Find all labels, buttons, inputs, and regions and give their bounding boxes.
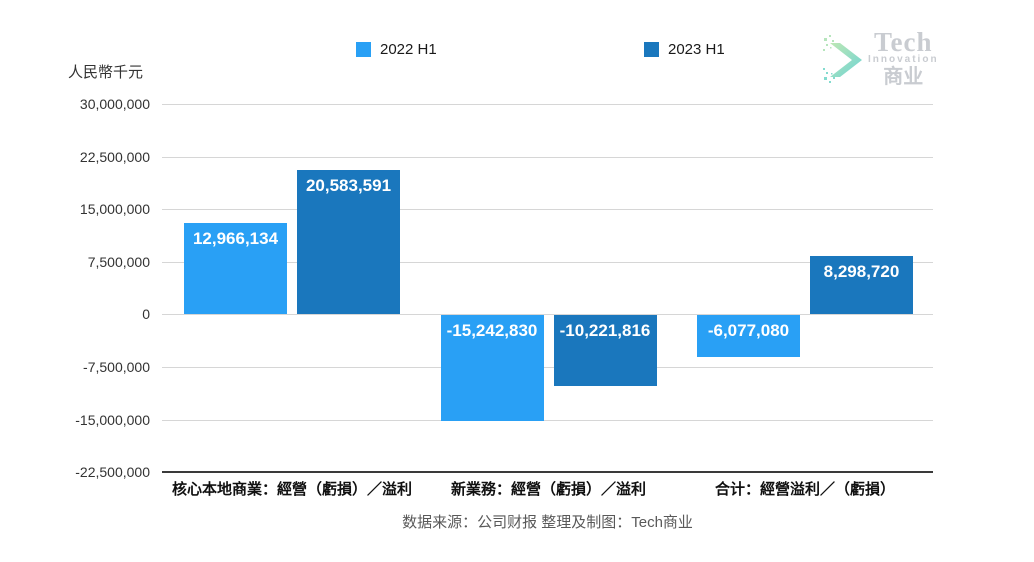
y-tick-label: -15,000,000 <box>75 411 150 428</box>
bar-value-label: -15,242,830 <box>446 321 538 341</box>
y-axis-title: 人民幣千元 <box>68 64 144 81</box>
bar-value-label: 12,966,134 <box>192 229 279 249</box>
brand-cn: 商业 <box>883 66 924 88</box>
gridline <box>162 156 933 158</box>
legend-item-2023h1: 2023 H1 <box>644 41 725 58</box>
x-axis-line <box>162 471 933 474</box>
legend-label-2022h1: 2022 H1 <box>380 41 437 58</box>
x-category-label: 核心本地商業：經營（虧損）／溢利 <box>171 481 412 498</box>
legend-label-2023h1: 2023 H1 <box>668 41 725 58</box>
legend-swatch-2023h1 <box>644 42 659 57</box>
bar-2023h1-group2 <box>810 256 913 315</box>
y-tick-label: 30,000,000 <box>79 96 150 112</box>
y-tick-label: -7,500,000 <box>83 359 150 375</box>
x-category-label: 新業務：經營（虧損）／溢利 <box>450 481 646 498</box>
gridline <box>162 314 933 316</box>
y-tick-label: 22,500,000 <box>79 148 150 165</box>
gridline <box>162 367 933 368</box>
gridline <box>162 209 933 211</box>
bar-value-label: -10,221,816 <box>559 321 651 341</box>
brand-text: Tech Innovation 商业 <box>868 27 939 89</box>
source-caption: 数据来源：公司财报 整理及制图：Tech商业 <box>402 514 693 531</box>
legend-item-2022h1: 2022 H1 <box>356 41 437 58</box>
gridline <box>162 261 933 263</box>
y-tick-label: -22,500,000 <box>75 464 150 481</box>
bar-2023h1-group0 <box>297 170 400 315</box>
y-tick-label: 7,500,000 <box>87 253 150 270</box>
bar-2022h1-group0 <box>184 223 287 315</box>
y-tick-label: 15,000,000 <box>79 201 150 218</box>
bar-value-label: 8,298,720 <box>823 262 900 282</box>
legend-swatch-2022h1 <box>356 42 371 57</box>
x-category-label: 合计：經營溢利／（虧損） <box>714 481 895 498</box>
gridline <box>162 419 933 421</box>
brand-watermark: Tech Innovation 商业 <box>822 24 942 94</box>
bar-value-label: -6,077,080 <box>707 321 790 341</box>
bar-value-label: 20,583,591 <box>305 176 392 196</box>
brand-subtitle: Innovation <box>868 54 939 65</box>
bar-2022h1-group2 <box>697 315 800 357</box>
y-tick-label: 0 <box>142 306 150 323</box>
chevron-logo-icon <box>823 35 862 83</box>
brand-title: Tech <box>874 27 933 57</box>
bar-2023h1-group1 <box>553 315 657 387</box>
gridline <box>162 104 933 105</box>
bar-2022h1-group1 <box>440 315 544 422</box>
